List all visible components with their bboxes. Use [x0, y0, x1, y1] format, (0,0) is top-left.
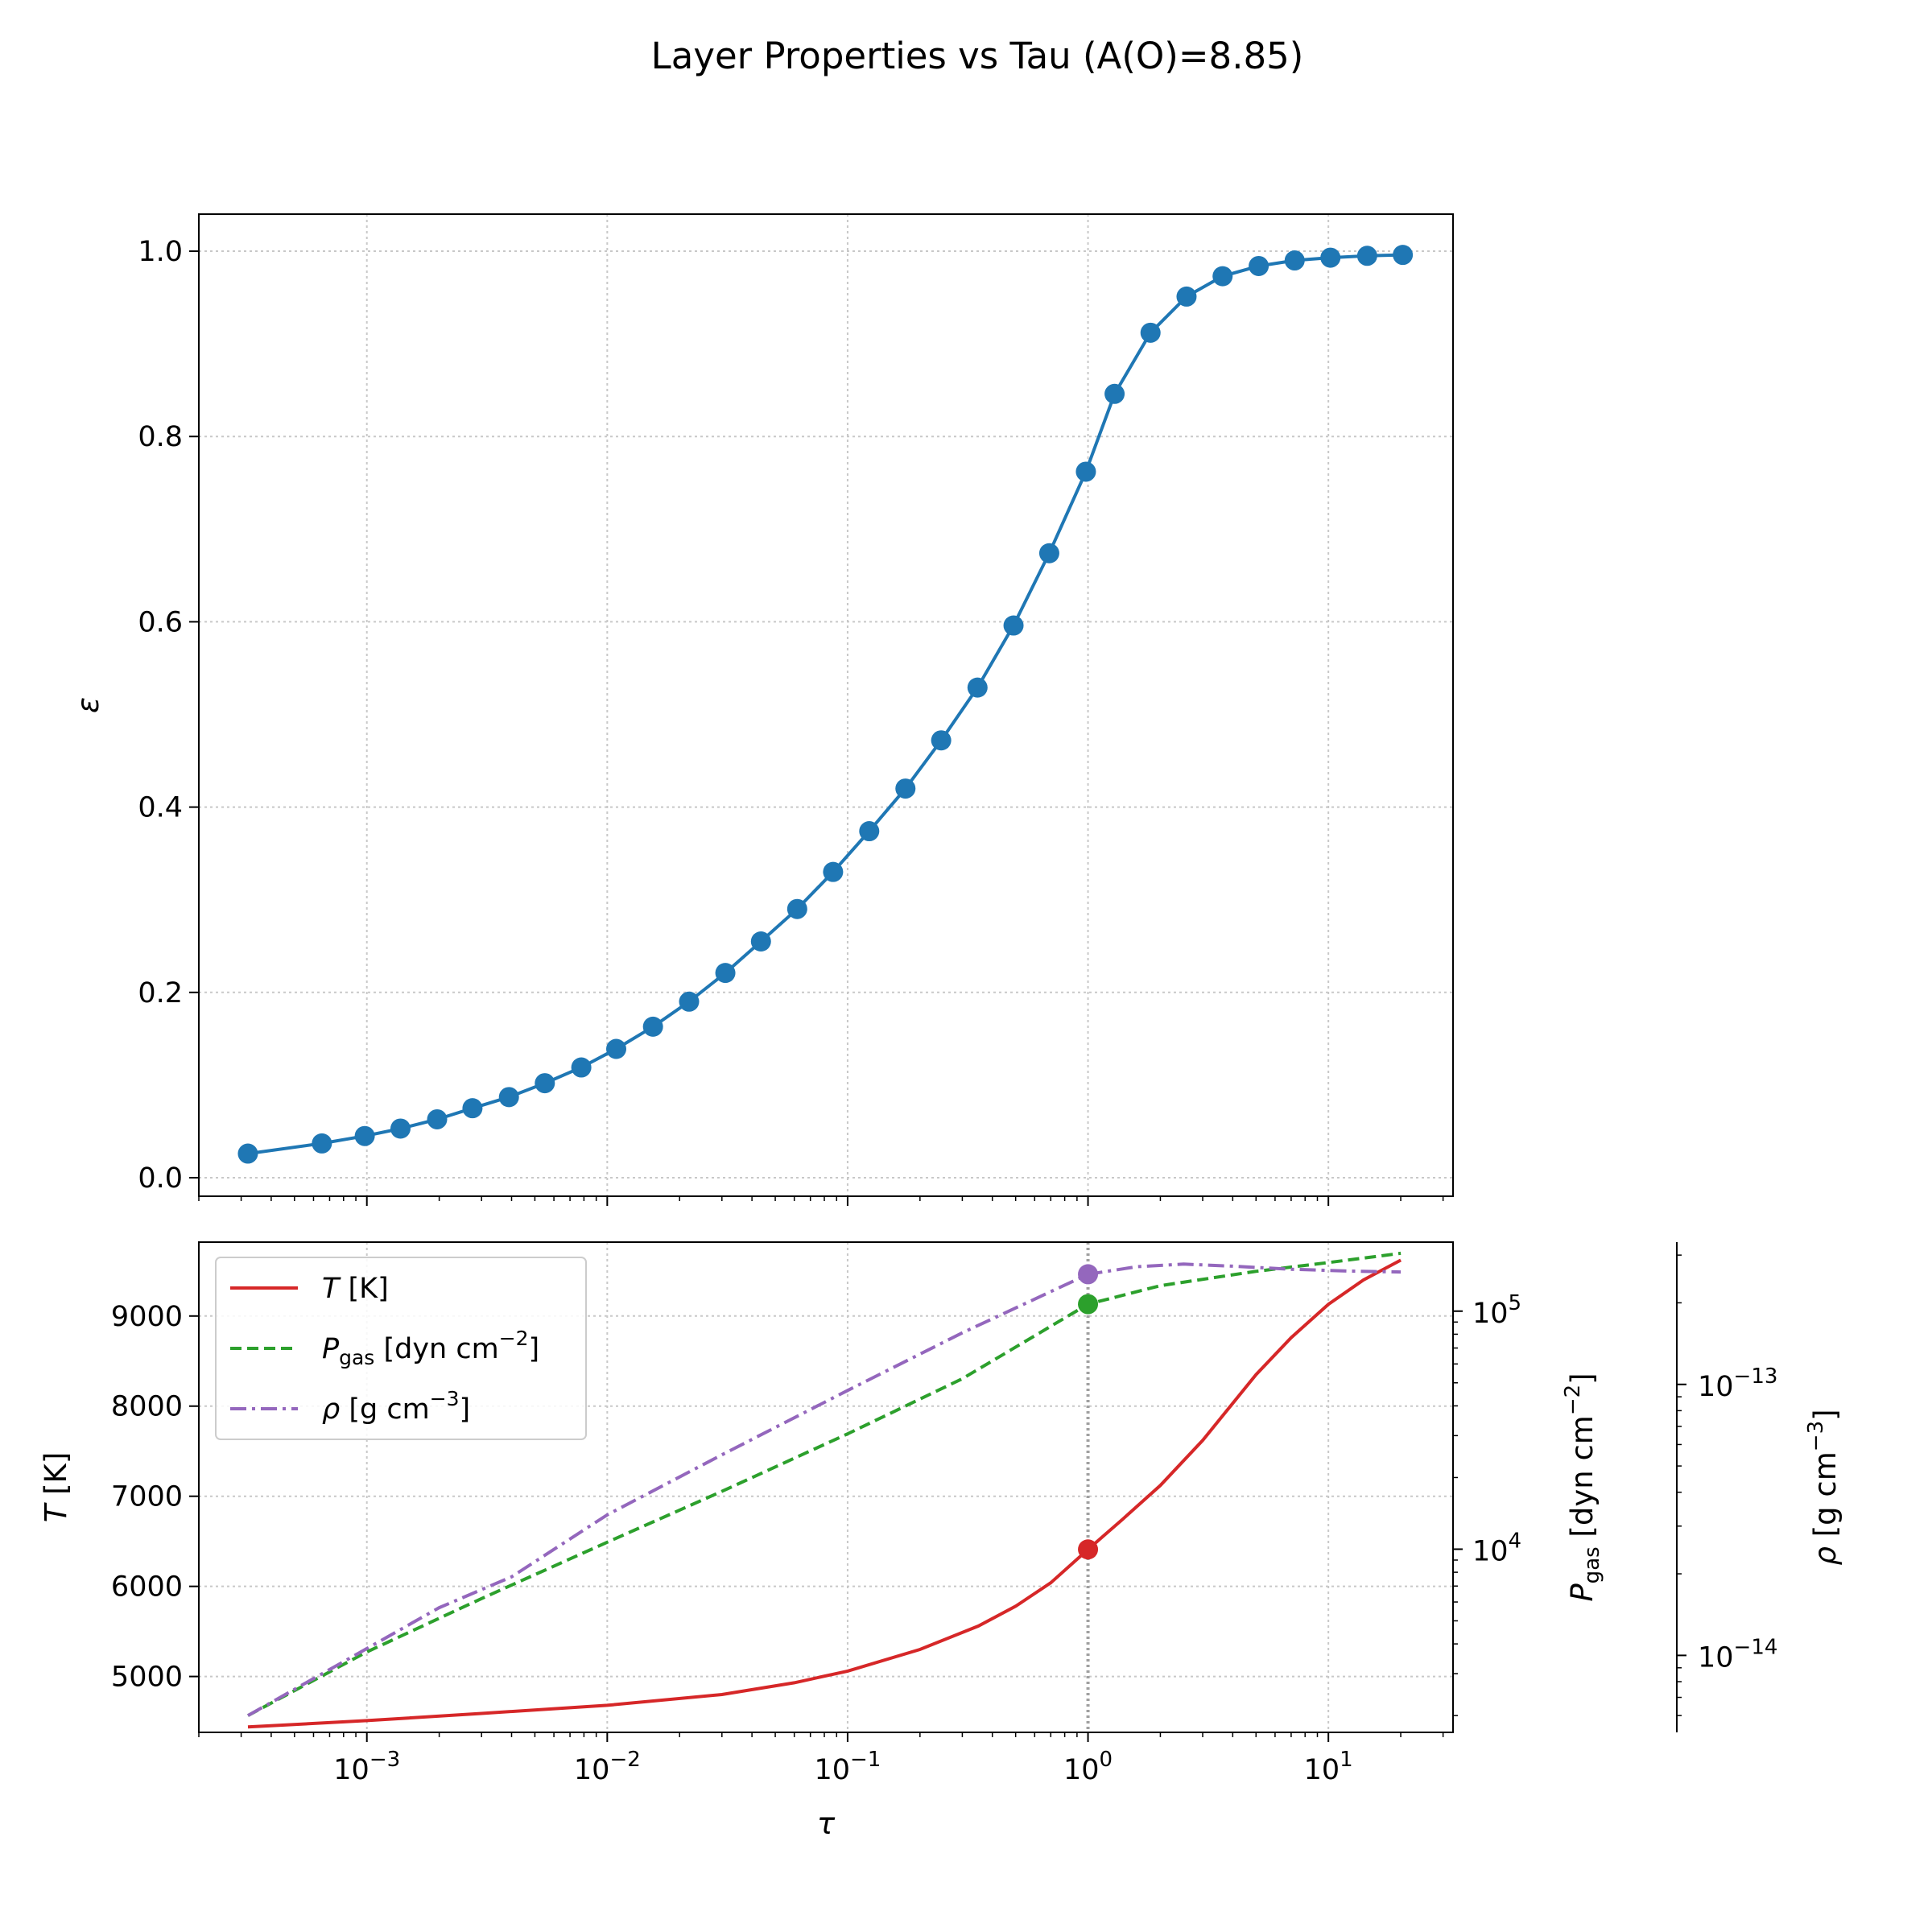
epsilon-point [1104, 383, 1125, 404]
epsilon-point [1038, 543, 1059, 564]
epsilon-point [859, 821, 880, 842]
top-y-tick-label: 0.2 [138, 977, 183, 1009]
bottom-x-axis-label: τ [817, 1806, 836, 1841]
epsilon-point [931, 730, 952, 751]
legend-entry: T [K] [322, 1273, 389, 1305]
legend-box [215, 1257, 587, 1440]
pgas-tick-label: 105 [1472, 1291, 1521, 1330]
epsilon-point [1212, 266, 1233, 287]
epsilon-point [1320, 247, 1341, 268]
bottom-y-tick-label: 8000 [111, 1391, 183, 1423]
epsilon-point [498, 1087, 519, 1108]
top-grid [199, 214, 1453, 1196]
bottom-x-tick-label: 10−2 [574, 1748, 641, 1786]
bottom-y-tick-label: 9000 [111, 1301, 183, 1333]
bottom-y-tick-label: 7000 [111, 1481, 183, 1513]
epsilon-point [786, 898, 807, 919]
epsilon-point [1140, 322, 1161, 343]
epsilon-point [895, 778, 916, 799]
epsilon-point [823, 861, 844, 882]
rho-axis-label: ρ [g cm−3] [1804, 1409, 1843, 1565]
pgas-axis-label: Pgas [dyn cm−2] [1561, 1373, 1604, 1601]
pgas-tick-label: 104 [1472, 1529, 1521, 1567]
epsilon-point [312, 1133, 332, 1154]
bottom-frame [198, 1241, 1454, 1733]
epsilon-line [247, 253, 1403, 1156]
top-y-tick-label: 1.0 [138, 236, 183, 268]
epsilon-point [1075, 461, 1096, 482]
top-ticks: 0.0 0.2 0.4 0.6 0.8 1.0 [138, 236, 1444, 1206]
epsilon-point [390, 1118, 411, 1139]
top-y-tick-label: 0.8 [138, 421, 183, 453]
epsilon-point [1284, 250, 1305, 271]
epsilon-point [462, 1098, 483, 1119]
epsilon-point [1176, 286, 1197, 307]
legend: T [K] Pgas [dyn cm−2] ρ [g cm−3] [215, 1257, 587, 1440]
pgas-marker [1078, 1294, 1099, 1315]
bottom-x-tick-label: 10−3 [333, 1748, 400, 1786]
top-y-tick-label: 0.6 [138, 606, 183, 638]
top-y-axis-label: ε [71, 697, 105, 713]
rho-tick-label: 10−13 [1698, 1364, 1777, 1403]
top-series [237, 245, 1414, 1164]
epsilon-point [642, 1016, 663, 1037]
epsilon-point [354, 1125, 375, 1146]
bottom-series [247, 1242, 1402, 1732]
epsilon-point [967, 677, 988, 698]
bottom-y-tick-label: 6000 [111, 1571, 183, 1604]
legend-entry: ρ [g cm−3] [322, 1387, 470, 1426]
bottom-y-tick-label: 5000 [111, 1662, 183, 1694]
epsilon-point [750, 931, 771, 952]
epsilon-point [606, 1038, 627, 1059]
bottom-x-tick-label: 10−1 [815, 1748, 881, 1786]
epsilon-point [1003, 615, 1024, 636]
epsilon-point [535, 1073, 555, 1094]
epsilon-point [1356, 246, 1377, 266]
bottom-ticks: 10−3 10−2 10−1 100 101 5000 6000 7000 8000 9000 10… [111, 1242, 1777, 1786]
epsilon-point [1249, 255, 1269, 276]
epsilon-point [571, 1057, 592, 1078]
top-y-tick-label: 0.4 [138, 792, 183, 824]
top-panel: 0.0 0.2 0.4 0.6 0.8 1.0 ε [71, 213, 1454, 1206]
bottom-x-tick-label: 100 [1063, 1748, 1113, 1786]
temperature-line [247, 1258, 1402, 1729]
epsilon-point [715, 963, 736, 984]
top-y-tick-label: 0.0 [138, 1162, 183, 1195]
figure-title: Layer Properties vs Tau (A(O)=8.85) [651, 35, 1304, 77]
rho-marker [1078, 1264, 1099, 1285]
temperature-axis-label: T [K] [39, 1452, 73, 1523]
bottom-x-tick-label: 101 [1304, 1748, 1353, 1786]
temperature-marker [1078, 1539, 1099, 1560]
bottom-axis-labels: τ T [K] Pgas [dyn cm−2] ρ [g cm−3] [39, 1373, 1843, 1841]
epsilon-point [679, 991, 700, 1012]
bottom-panel: 10−3 10−2 10−1 100 101 5000 6000 7000 8000 9000 10… [39, 1241, 1843, 1841]
epsilon-point [1393, 245, 1414, 266]
rho-tick-label: 10−14 [1698, 1635, 1777, 1674]
legend-entry: Pgas [dyn cm−2] [322, 1327, 539, 1369]
rho-line [247, 1262, 1402, 1717]
epsilon-point [237, 1143, 258, 1164]
pgas-line [247, 1251, 1402, 1717]
epsilon-point [427, 1108, 448, 1129]
top-frame [198, 213, 1454, 1197]
